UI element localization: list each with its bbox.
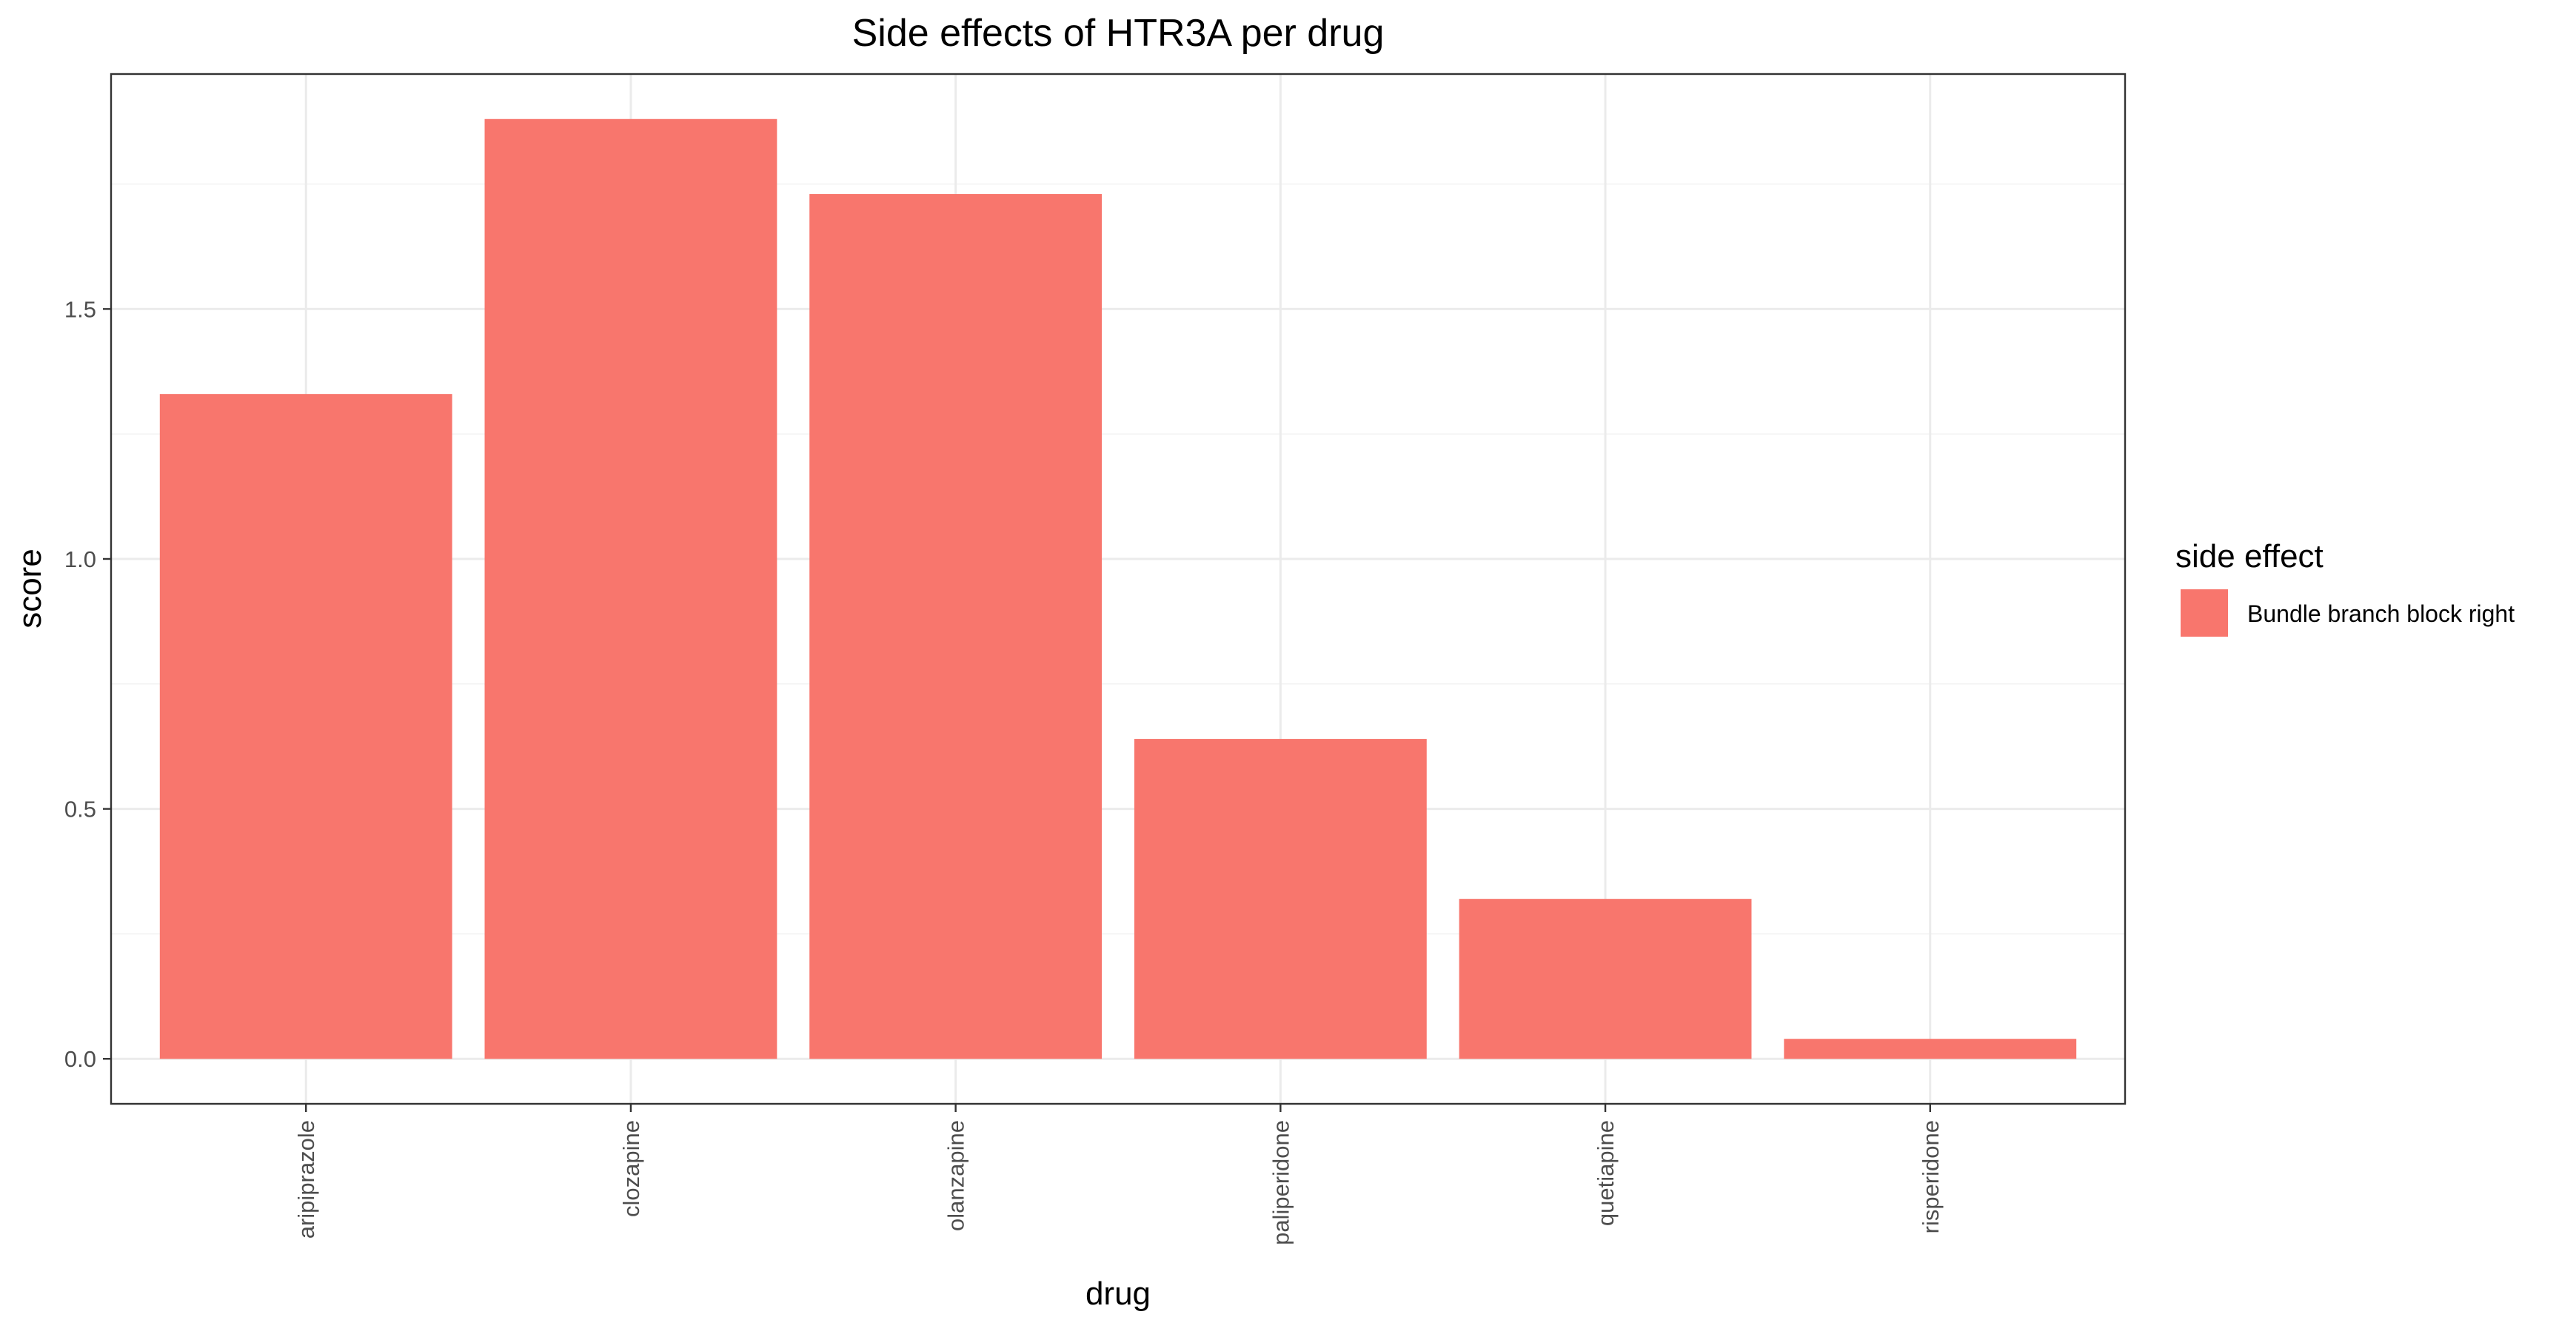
- x-axis-title: drug: [1085, 1276, 1151, 1312]
- bar-clozapine: [484, 118, 777, 1059]
- y-axis: 0.0 0.5 1.0 1.5: [64, 296, 111, 1072]
- bar-olanzapine: [809, 194, 1103, 1059]
- x-tick-label-clozapine: clozapine: [618, 1120, 644, 1217]
- bar-quetiapine: [1459, 899, 1752, 1059]
- bar-paliperidone: [1134, 739, 1427, 1059]
- chart-title: Side effects of HTR3A per drug: [852, 12, 1385, 55]
- x-tick-label-olanzapine: olanzapine: [943, 1120, 969, 1231]
- x-tick-label-paliperidone: paliperidone: [1268, 1120, 1294, 1245]
- y-tick-label: 0.0: [64, 1046, 96, 1072]
- y-tick-label: 1.0: [64, 546, 96, 572]
- x-tick-label-aripiprazole: aripiprazole: [293, 1120, 319, 1239]
- bar-aripiprazole: [159, 394, 452, 1059]
- legend-label: Bundle branch block right: [2247, 600, 2515, 627]
- bars: [159, 118, 2077, 1059]
- x-tick-label-risperidone: risperidone: [1918, 1120, 1944, 1233]
- x-tick-label-quetiapine: quetiapine: [1593, 1120, 1619, 1226]
- legend: side effect Bundle branch block right: [2175, 538, 2515, 637]
- legend-title: side effect: [2175, 538, 2324, 574]
- plot-panel: [110, 73, 2127, 1105]
- y-tick-label: 1.5: [64, 296, 96, 322]
- legend-key: [2181, 589, 2228, 637]
- y-tick-label: 0.5: [64, 797, 96, 823]
- x-axis: aripiprazole clozapine olanzapine paliperid…: [293, 1104, 1944, 1245]
- y-axis-title: score: [12, 549, 48, 629]
- panel-border: [110, 73, 2127, 1105]
- bar-risperidone: [1784, 1039, 2077, 1059]
